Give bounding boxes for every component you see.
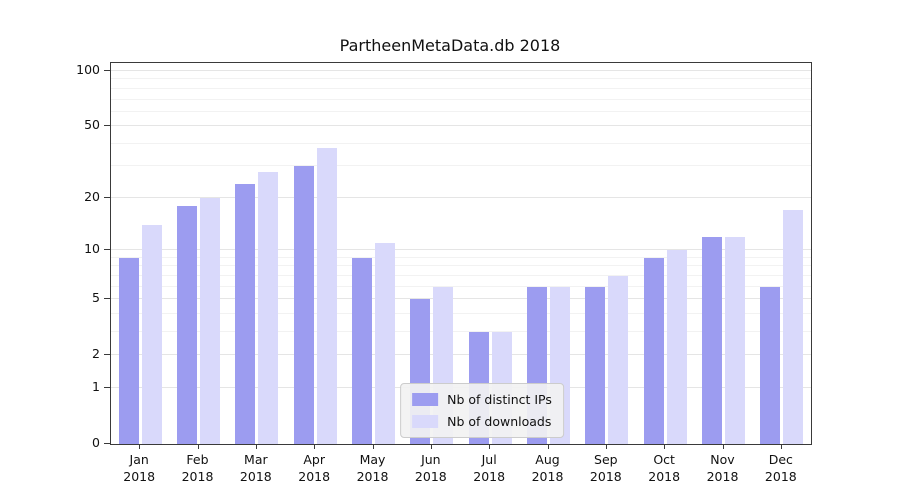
y-tick-mark — [104, 354, 110, 356]
x-tick-label-jan: Jan 2018 — [123, 452, 156, 484]
gridline — [111, 70, 811, 71]
x-tick-label-may: May 2018 — [356, 452, 389, 484]
minor-gridline — [111, 87, 811, 89]
bar-sep-distinct-ips — [585, 286, 606, 444]
bar-nov-distinct-ips — [702, 236, 722, 444]
minor-gridline — [111, 274, 811, 276]
minor-gridline — [111, 265, 811, 267]
x-tick-label-oct: Oct 2018 — [648, 452, 681, 484]
x-tick-mark — [664, 444, 666, 449]
minor-gridline — [111, 78, 811, 80]
bar-dec-distinct-ips — [760, 286, 781, 444]
gridline — [111, 196, 811, 198]
x-tick-label-jun: Jun 2018 — [414, 452, 447, 484]
bar-mar-downloads — [258, 171, 279, 444]
y-tick-mark — [104, 443, 110, 444]
bar-nov-downloads — [725, 236, 745, 444]
bar-mar-distinct-ips — [235, 183, 256, 444]
minor-gridline — [111, 330, 811, 332]
minor-gridline — [111, 285, 811, 287]
legend-label-distinct-ips: Nb of distinct IPs — [447, 392, 552, 407]
legend-swatch-downloads — [412, 415, 439, 428]
bar-dec-downloads — [783, 210, 804, 444]
x-tick-mark — [722, 444, 724, 449]
plot-area: Nb of distinct IPs Nb of downloads — [110, 62, 812, 445]
x-tick-label-jul: Jul 2018 — [473, 452, 506, 484]
y-tick-mark — [104, 249, 110, 251]
y-tick-label: 0 — [92, 435, 100, 450]
gridline — [111, 125, 811, 127]
x-tick-mark — [547, 444, 549, 449]
x-tick-mark — [780, 444, 782, 449]
minor-gridline — [111, 110, 811, 112]
x-tick-mark — [372, 444, 374, 449]
bar-sep-downloads — [608, 275, 629, 444]
y-tick-label: 100 — [76, 62, 100, 77]
legend: Nb of distinct IPs Nb of downloads — [400, 383, 564, 438]
bar-feb-distinct-ips — [177, 206, 197, 444]
legend-swatch-distinct-ips — [412, 393, 439, 406]
chart-title: PartheenMetaData.db 2018 — [339, 36, 561, 55]
x-tick-label-apr: Apr 2018 — [298, 452, 331, 484]
x-tick-mark — [430, 444, 432, 449]
x-tick-mark — [255, 444, 257, 449]
bar-apr-distinct-ips — [293, 166, 314, 444]
y-tick-label: 10 — [84, 241, 100, 257]
bar-oct-distinct-ips — [643, 257, 664, 444]
y-tick-mark — [104, 298, 110, 300]
legend-label-downloads: Nb of downloads — [447, 414, 552, 429]
y-tick-mark — [104, 125, 110, 127]
minor-gridline — [111, 165, 811, 167]
minor-gridline — [111, 98, 811, 100]
x-tick-label-feb: Feb 2018 — [181, 452, 214, 484]
bar-jan-distinct-ips — [118, 257, 139, 444]
x-tick-mark — [605, 444, 607, 449]
bar-jan-downloads — [141, 225, 162, 444]
x-tick-mark — [314, 444, 316, 449]
bar-apr-downloads — [316, 147, 337, 444]
legend-item-downloads: Nb of downloads — [412, 414, 552, 429]
y-tick-label: 50 — [84, 117, 100, 133]
bar-oct-downloads — [666, 250, 687, 444]
gridline — [111, 354, 811, 356]
y-tick-label: 1 — [92, 378, 100, 394]
x-tick-label-aug: Aug 2018 — [531, 452, 564, 484]
x-tick-mark — [197, 444, 199, 449]
x-tick-label-sep: Sep 2018 — [589, 452, 622, 484]
y-tick-mark — [104, 386, 110, 388]
x-tick-label-mar: Mar 2018 — [239, 452, 272, 484]
gridline — [111, 249, 811, 251]
y-tick-mark — [104, 70, 110, 71]
minor-gridline — [111, 256, 811, 258]
bar-may-distinct-ips — [352, 257, 372, 444]
y-tick-label: 2 — [92, 346, 100, 362]
x-tick-mark — [489, 444, 491, 449]
legend-item-distinct-ips: Nb of distinct IPs — [412, 392, 552, 407]
y-tick-label: 20 — [84, 188, 100, 204]
minor-gridline — [111, 312, 811, 314]
y-tick-mark — [104, 196, 110, 198]
x-tick-mark — [139, 444, 141, 449]
bar-feb-downloads — [200, 197, 220, 444]
x-tick-label-dec: Dec 2018 — [764, 452, 797, 484]
minor-gridline — [111, 142, 811, 144]
bar-may-downloads — [375, 243, 395, 444]
y-tick-label: 5 — [92, 290, 100, 306]
x-tick-label-nov: Nov 2018 — [706, 452, 739, 484]
gridline — [111, 298, 811, 300]
